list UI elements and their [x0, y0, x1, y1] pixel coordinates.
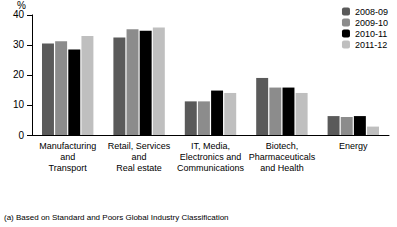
svg-text:Manufacturing: Manufacturing [39, 141, 96, 151]
svg-text:10: 10 [13, 99, 25, 110]
svg-text:Pharmaceuticals: Pharmaceuticals [249, 152, 316, 162]
svg-text:Biotech,: Biotech, [266, 141, 299, 151]
svg-text:Energy: Energy [339, 141, 368, 151]
svg-text:30: 30 [13, 39, 25, 50]
svg-text:2009-10: 2009-10 [355, 18, 388, 28]
svg-text:2011-12: 2011-12 [355, 40, 387, 50]
svg-text:(a) Based on Standard and Poor: (a) Based on Standard and Poors Global I… [4, 213, 229, 222]
svg-text:2010-11: 2010-11 [355, 29, 387, 39]
svg-text:Transport: Transport [49, 163, 88, 173]
svg-text:Electronics and: Electronics and [180, 152, 242, 162]
svg-text:and: and [132, 152, 147, 162]
svg-text:and: and [60, 152, 75, 162]
svg-text:Communications: Communications [177, 163, 245, 173]
svg-text:20: 20 [13, 69, 25, 80]
svg-text:Real estate: Real estate [116, 163, 162, 173]
svg-text:and Health: and Health [260, 163, 304, 173]
svg-text:0: 0 [18, 130, 24, 141]
svg-text:IT, Media,: IT, Media, [191, 141, 230, 151]
svg-text:2008-09: 2008-09 [355, 7, 388, 17]
svg-text:40: 40 [13, 9, 25, 20]
svg-text:Retail, Services: Retail, Services [108, 141, 171, 151]
